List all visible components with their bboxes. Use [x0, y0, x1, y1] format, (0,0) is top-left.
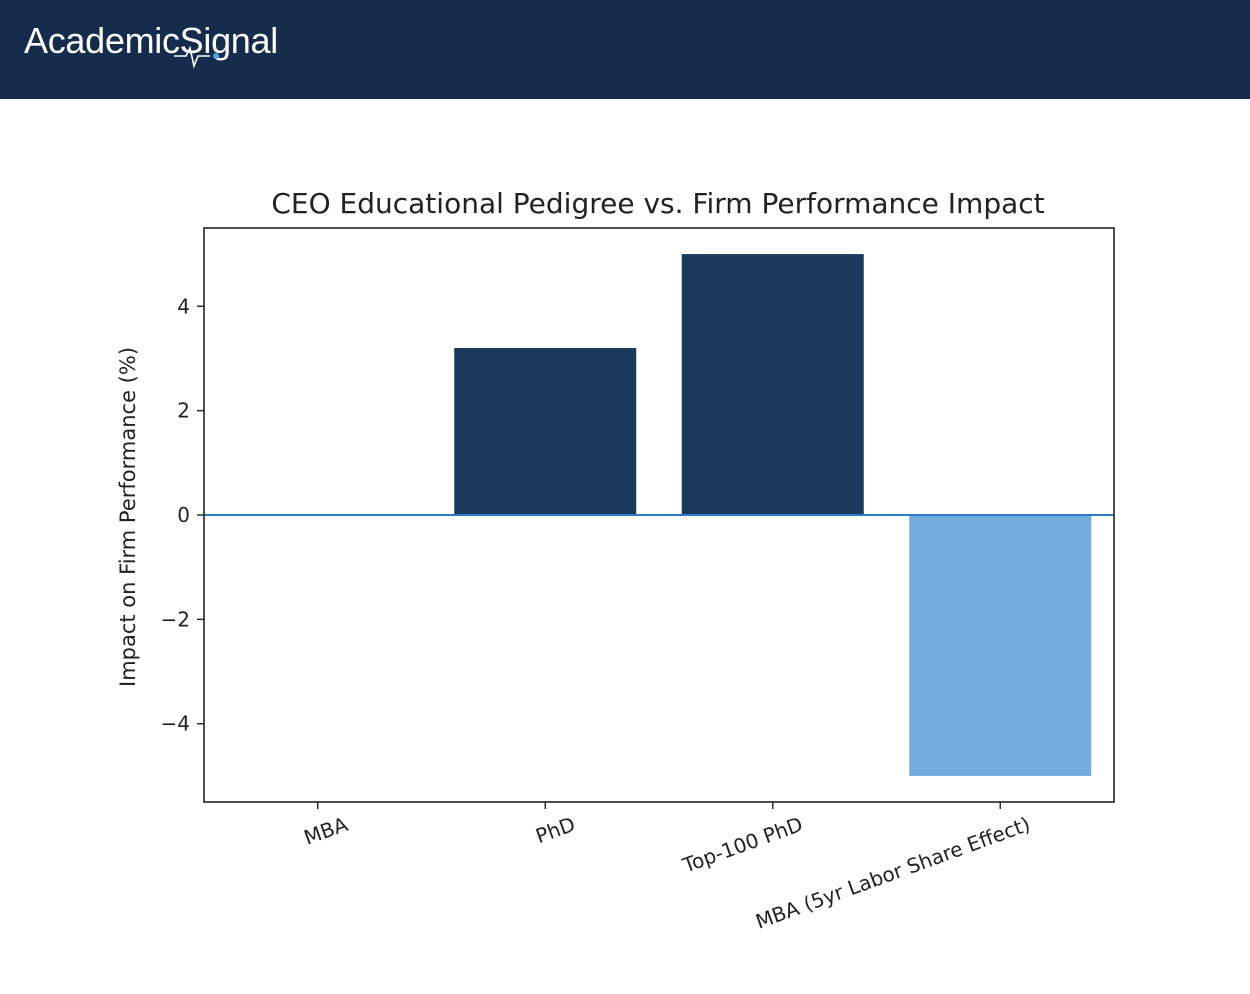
brand-name: AcademicSignal: [24, 20, 278, 61]
bar-1: [454, 348, 637, 515]
y-tick-label: 4: [177, 294, 190, 318]
y-tick-label: −4: [161, 712, 190, 736]
y-tick-label: 2: [177, 399, 190, 423]
pulse-icon: [174, 45, 219, 69]
y-tick-label: −2: [161, 607, 190, 631]
y-axis-label: Impact on Firm Performance (%): [116, 347, 140, 687]
app-header: AcademicSignal: [0, 0, 1250, 99]
x-tick-label: Top-100 PhD: [679, 812, 806, 878]
bar-3: [909, 515, 1092, 776]
brand-logo[interactable]: AcademicSignal: [24, 16, 278, 66]
bar-2: [681, 254, 864, 515]
x-tick-label: MBA: [301, 812, 351, 850]
chart-title: CEO Educational Pedigree vs. Firm Perfor…: [271, 187, 1044, 220]
x-tick-label: PhD: [532, 812, 578, 848]
y-tick-label: 0: [177, 503, 190, 527]
